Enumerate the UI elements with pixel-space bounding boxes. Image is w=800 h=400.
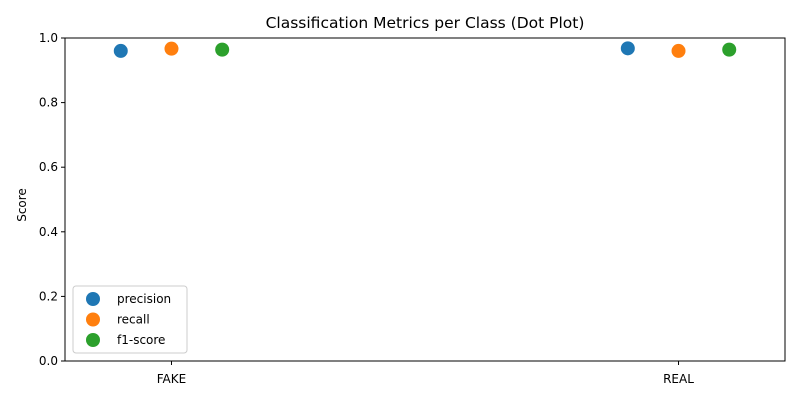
data-point-recall — [671, 43, 686, 58]
x-tick-label: REAL — [663, 372, 694, 386]
y-tick-label: 1.0 — [39, 31, 58, 45]
data-points — [113, 41, 737, 58]
y-tick-label: 0.4 — [39, 225, 58, 239]
y-axis-label: Score — [15, 188, 29, 222]
data-point-precision — [620, 41, 635, 56]
legend-box — [72, 285, 188, 354]
legend-label: f1-score — [117, 333, 165, 347]
legend-label: precision — [117, 292, 171, 306]
plot-frame — [64, 37, 786, 362]
legend-label: recall — [117, 313, 150, 327]
y-tick-label: 0.6 — [39, 160, 58, 174]
legend-marker — [86, 312, 100, 327]
data-point-precision — [113, 43, 128, 58]
data-point-f1-score — [215, 42, 230, 57]
legend-marker — [86, 333, 100, 347]
data-point-f1-score — [722, 42, 737, 57]
legend-marker — [86, 292, 100, 306]
data-point-recall — [164, 41, 179, 56]
chart-title: Classification Metrics per Class (Dot Pl… — [266, 14, 585, 32]
axis-ticks: 0.0 0.2 0.4 0.6 0.8 1.0 FAKE REAL — [39, 31, 694, 386]
legend: precision recall f1-score — [72, 285, 188, 354]
y-tick-label: 0.2 — [39, 289, 58, 303]
y-tick-label: 0.0 — [39, 354, 58, 368]
y-tick-label: 0.8 — [39, 96, 58, 110]
x-tick-label: FAKE — [157, 372, 186, 386]
